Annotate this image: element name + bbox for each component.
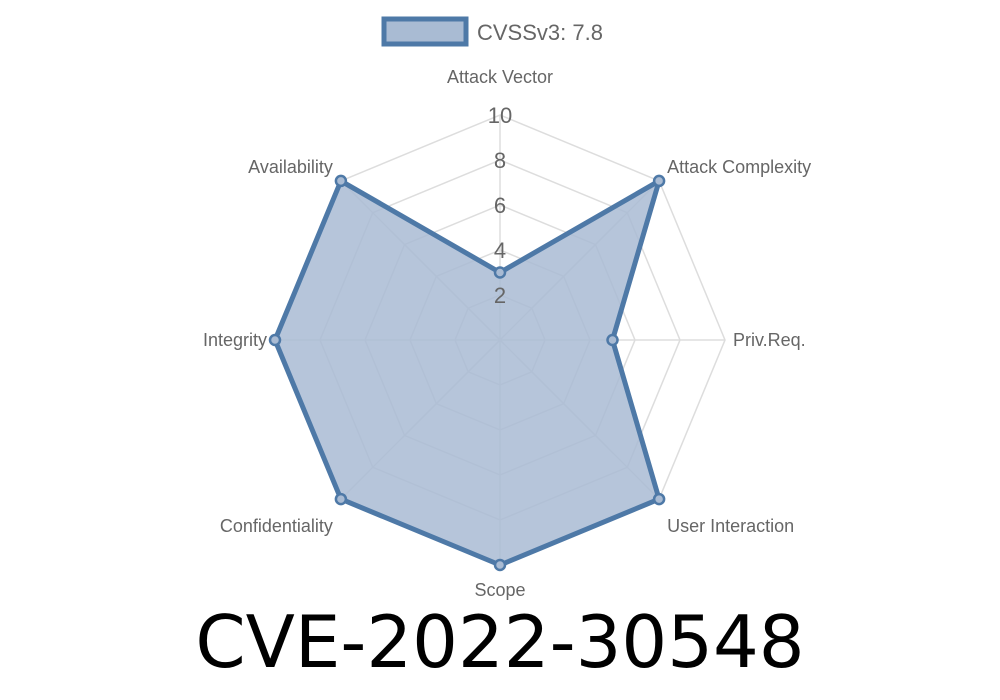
axis-label: Attack Complexity <box>667 157 811 177</box>
data-point <box>334 174 348 188</box>
radar-chart: 2 4 6 8 10 Attack Vector Attack Complexity Pri… <box>203 16 811 600</box>
data-point <box>493 266 507 279</box>
tick-label: 4 <box>494 238 506 263</box>
series-area <box>272 178 662 568</box>
axis-label: User Interaction <box>667 516 794 536</box>
data-point <box>334 492 348 506</box>
axis-label: Attack Vector <box>447 67 553 87</box>
page-title: CVE-2022-30548 <box>195 600 805 684</box>
tick-label: 10 <box>488 103 512 128</box>
legend-label: CVSSv3: 7.8 <box>477 20 603 45</box>
tick-label: 8 <box>494 148 506 173</box>
data-point <box>652 174 666 188</box>
data-point <box>268 333 282 347</box>
legend-swatch <box>381 16 469 47</box>
data-point <box>493 558 507 572</box>
data-point <box>652 492 666 506</box>
tick-label: 2 <box>494 283 506 308</box>
axis-label: Scope <box>474 580 525 600</box>
axis-label: Availability <box>248 157 333 177</box>
axis-label: Priv.Req. <box>733 330 806 350</box>
tick-label: 6 <box>494 193 506 218</box>
axis-label: Integrity <box>203 330 267 350</box>
axis-label: Confidentiality <box>220 516 333 536</box>
legend: CVSSv3: 7.8 <box>381 16 603 47</box>
data-point <box>606 333 619 347</box>
